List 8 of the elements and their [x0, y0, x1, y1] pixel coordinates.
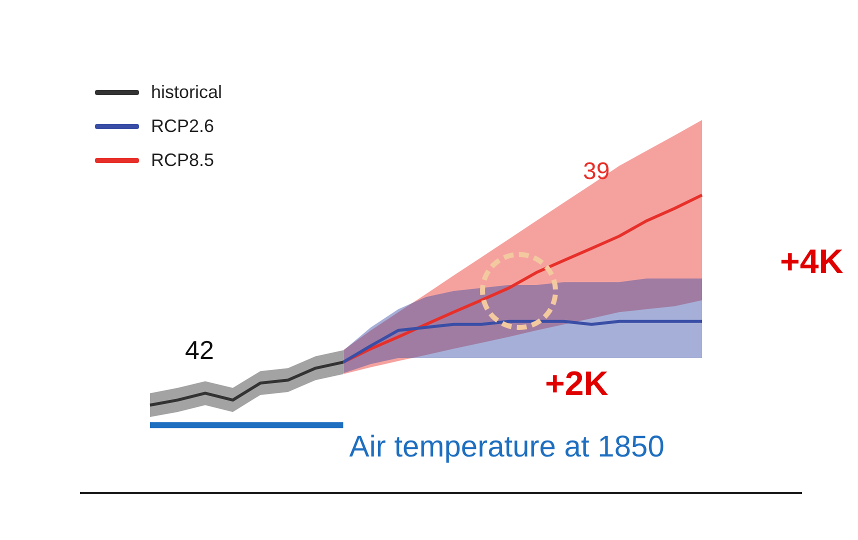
annotation: +2K [545, 365, 608, 404]
ref-line-label: Air temperature at 1850 [349, 430, 664, 464]
legend-label: historical [150, 80, 222, 104]
legend-label: RCP8.5 [150, 148, 216, 172]
legend-label: RCP2.6 [150, 114, 216, 138]
annotation: 42 [185, 335, 214, 366]
text: +4K [780, 243, 844, 282]
text: 39 [583, 158, 610, 186]
